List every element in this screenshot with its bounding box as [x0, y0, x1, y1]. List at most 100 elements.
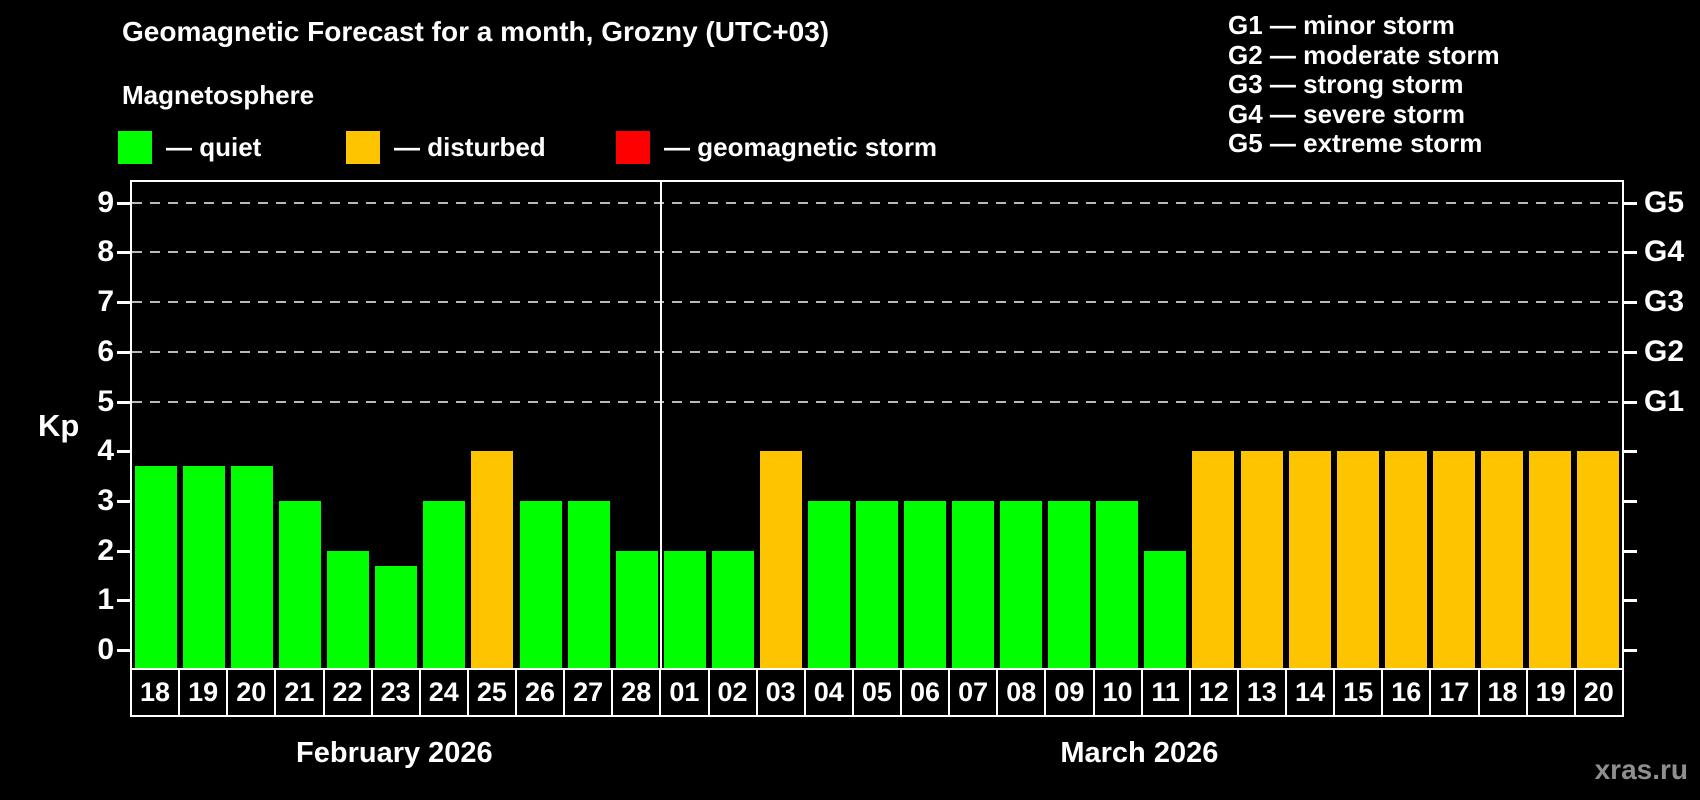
day-label-february-28: 28	[611, 670, 659, 715]
day-label-february-26: 26	[515, 670, 563, 715]
y-axis-tick-right-7	[1624, 301, 1637, 305]
day-label-march-18: 18	[1477, 670, 1526, 715]
y-axis-tick-label-0: 0	[97, 633, 114, 666]
kp-bar-march-20	[1576, 451, 1619, 668]
y-axis-tick-left-3	[117, 499, 130, 503]
kp-bar-march-03	[759, 451, 802, 668]
g-legend-line-2: G2 — moderate storm	[1228, 39, 1500, 70]
y-axis-tick-label-8: 8	[97, 235, 114, 269]
kp-bar-february-24	[423, 500, 466, 668]
plot-area	[130, 180, 1624, 668]
kp-bar-february-19	[183, 466, 226, 668]
g-axis-label-g5: G5	[1644, 185, 1685, 219]
kp-bar-february-27	[567, 500, 610, 668]
kp-bar-march-11	[1144, 550, 1187, 668]
day-label-february-20: 20	[226, 670, 274, 715]
y-axis-tick-left-1	[117, 599, 130, 603]
y-axis-tick-left-6	[117, 350, 130, 354]
g-legend-line-4: G4 — severe storm	[1228, 98, 1466, 129]
day-label-march-17: 17	[1429, 670, 1477, 715]
y-axis-tick-label-5: 5	[97, 384, 114, 418]
kp-bar-march-09	[1048, 500, 1091, 668]
y-axis-tick-label-7: 7	[97, 285, 114, 319]
y-axis-tick-right-8	[1624, 251, 1637, 255]
day-label-march-16: 16	[1381, 670, 1429, 715]
day-label-march-03: 03	[755, 670, 804, 715]
y-axis-tick-label-3: 3	[97, 483, 114, 517]
legend-item-disturbed: — disturbed	[346, 131, 546, 164]
y-axis-tick-right-6	[1624, 350, 1637, 354]
magnetosphere-label: Magnetosphere	[122, 80, 315, 110]
kp-bar-march-14	[1288, 451, 1331, 668]
y-axis-tick-label-1: 1	[97, 583, 114, 617]
y-axis-tick-right-3	[1624, 499, 1637, 503]
y-axis-tick-left-5	[117, 400, 130, 404]
legend-quiet-label: — quiet	[166, 132, 262, 162]
kp-bar-february-20	[231, 466, 274, 668]
day-label-march-08: 08	[996, 670, 1044, 715]
g-axis-label-g1: G1	[1644, 384, 1685, 418]
day-label-march-06: 06	[900, 670, 948, 715]
legend-item-quiet: — quiet	[118, 131, 261, 164]
day-label-march-09: 09	[1044, 670, 1092, 715]
day-label-march-20: 20	[1573, 670, 1622, 715]
y-axis-tick-label-2: 2	[97, 533, 114, 567]
month-separator-line	[659, 182, 662, 668]
kp-bar-february-21	[279, 500, 322, 668]
kp-bar-february-22	[327, 550, 370, 668]
kp-bar-march-12	[1192, 451, 1235, 668]
legend-storm-label: — geomagnetic storm	[664, 132, 938, 162]
kp-bar-march-05	[856, 500, 898, 668]
day-label-march-04: 04	[803, 670, 852, 715]
day-label-march-11: 11	[1140, 670, 1189, 715]
kp-bar-march-16	[1384, 451, 1427, 668]
g-axis-label-g3: G3	[1644, 285, 1685, 319]
kp-bar-march-13	[1240, 451, 1283, 668]
y-axis-tick-right-1	[1624, 599, 1637, 603]
day-label-february-25: 25	[466, 670, 515, 715]
y-axis-tick-label-9: 9	[97, 185, 114, 219]
kp-bar-february-18	[135, 466, 178, 668]
day-label-february-21: 21	[274, 670, 322, 715]
day-label-march-19: 19	[1525, 670, 1574, 715]
storm-color-swatch	[616, 131, 650, 164]
day-label-march-10: 10	[1092, 670, 1141, 715]
legend-disturbed-label: — disturbed	[394, 132, 546, 162]
kp-bar-march-04	[807, 500, 850, 668]
day-label-february-19: 19	[178, 670, 226, 715]
day-label-march-05: 05	[851, 670, 900, 715]
y-axis-tick-left-2	[117, 549, 130, 553]
g-legend-line-3: G3 — strong storm	[1228, 69, 1464, 99]
day-label-february-24: 24	[418, 670, 467, 715]
g-axis-label-g2: G2	[1644, 334, 1685, 368]
day-label-february-23: 23	[370, 670, 419, 715]
kp-bar-february-25	[471, 451, 514, 668]
quiet-color-swatch	[118, 131, 152, 164]
g-legend-line-5: G5 — extreme storm	[1228, 128, 1483, 158]
day-label-february-27: 27	[563, 670, 611, 715]
y-axis-tick-right-9	[1624, 201, 1637, 205]
g-legend-line-1: G1 — minor storm	[1228, 10, 1455, 40]
day-axis-row: 18 19 20 21 22 23 24 25 26 27 28 01 02 03 04 05 06 07 08 09…	[130, 668, 1624, 717]
kp-bar-march-01	[663, 550, 706, 668]
kp-bar-march-02	[711, 550, 754, 668]
y-axis-title: Kp	[38, 408, 80, 443]
y-axis-tick-right-4	[1624, 450, 1637, 454]
month-label-february: February 2026	[296, 737, 493, 769]
disturbed-color-swatch	[346, 131, 380, 164]
kp-bar-march-06	[904, 500, 947, 668]
g-axis-label-g4: G4	[1644, 235, 1685, 269]
kp-bar-february-28	[615, 550, 658, 668]
day-label-march-13: 13	[1236, 670, 1285, 715]
y-axis-tick-left-0	[117, 649, 130, 652]
y-axis-tick-left-8	[117, 251, 130, 255]
y-axis-tick-left-4	[117, 450, 130, 454]
y-axis-tick-right-2	[1624, 549, 1637, 553]
kp-bar-march-10	[1096, 500, 1139, 668]
day-label-march-02: 02	[707, 670, 756, 715]
chart-title: Geomagnetic Forecast for a month, Grozny…	[122, 16, 830, 47]
gridline-kp9	[132, 201, 1622, 204]
month-label-march: March 2026	[1060, 737, 1219, 769]
day-label-march-14: 14	[1285, 670, 1333, 715]
